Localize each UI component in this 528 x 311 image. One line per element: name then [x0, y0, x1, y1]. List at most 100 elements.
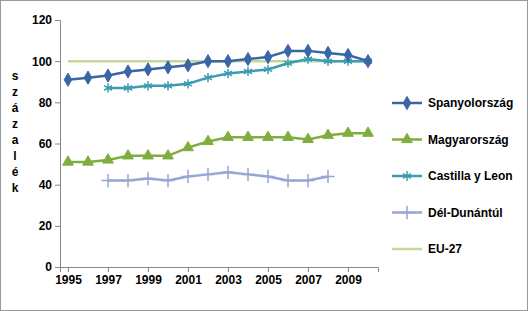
legend-marker — [403, 171, 411, 180]
x-tick: 2001 — [175, 267, 202, 287]
x-tick-label: 2009 — [335, 273, 362, 287]
series-marker — [364, 55, 372, 68]
y-tick-label: 80 — [39, 96, 53, 110]
y-tick: 80 — [39, 96, 60, 110]
y-tick-mark — [55, 20, 60, 21]
y-tick: 100 — [32, 55, 60, 69]
series-marker — [143, 150, 154, 159]
series-line — [108, 59, 368, 88]
legend-label: Dél-Dunántúl — [428, 206, 503, 220]
x-tick-mark — [148, 267, 149, 272]
series-marker — [243, 131, 254, 140]
y-tick-mark — [55, 226, 60, 227]
legend-marker — [400, 206, 413, 219]
legend-swatch — [392, 248, 422, 251]
x-tick-mark — [348, 267, 349, 272]
series-marker — [101, 174, 114, 187]
series-marker — [321, 170, 334, 183]
series-marker — [184, 59, 192, 72]
series-marker — [123, 150, 134, 159]
series-marker — [183, 141, 194, 150]
x-tick: 2005 — [255, 267, 282, 287]
series-marker — [201, 168, 214, 181]
y-axis-line — [55, 21, 61, 268]
x-tick-label: 2003 — [215, 273, 242, 287]
series-marker — [83, 156, 94, 165]
series-marker — [303, 133, 314, 142]
y-tick-mark — [55, 102, 60, 103]
x-tick-mark — [108, 267, 109, 272]
x-tick: 2007 — [295, 267, 322, 287]
x-tick-label: 1997 — [95, 273, 122, 287]
x-tick: 1995 — [55, 267, 82, 287]
plot-area — [63, 44, 374, 187]
series-marker — [223, 131, 234, 140]
series-marker — [141, 172, 154, 185]
y-tick: 120 — [32, 13, 60, 27]
y-tick-label: 0 — [45, 260, 52, 274]
series-marker — [283, 131, 294, 140]
y-tick: 60 — [39, 137, 60, 151]
x-tick-label: 2005 — [255, 273, 282, 287]
series-marker — [363, 127, 374, 136]
y-tick-mark — [55, 185, 60, 186]
series-marker — [323, 129, 334, 138]
x-tick: 2009 — [335, 267, 362, 287]
x-tick-label: 1999 — [135, 273, 162, 287]
y-tick-mark — [55, 144, 60, 145]
y-tick-label: 60 — [39, 137, 53, 151]
x-tick-label: 1995 — [55, 273, 82, 287]
x-tick: 1999 — [135, 267, 162, 287]
legend-label: Spanyolország — [428, 96, 513, 110]
y-tick-label: 120 — [32, 13, 52, 27]
series-marker — [124, 65, 132, 78]
series-marker — [164, 61, 172, 74]
series-marker — [344, 48, 352, 61]
series-marker — [164, 81, 172, 90]
series-line — [68, 51, 368, 80]
series-marker — [144, 63, 152, 76]
series-marker — [144, 81, 152, 90]
y-axis: 0 20 40 60 80 100 120 — [32, 13, 61, 274]
series-marker — [244, 67, 252, 76]
series-marker — [64, 73, 72, 86]
legend-marker — [402, 133, 413, 142]
y-tick-mark — [55, 267, 60, 268]
series-marker — [281, 174, 294, 187]
series-marker — [181, 170, 194, 183]
series-marker — [301, 174, 314, 187]
y-tick-label: 100 — [32, 55, 52, 69]
series-marker — [161, 174, 174, 187]
series-marker — [284, 59, 292, 68]
series-marker — [124, 83, 132, 92]
x-axis-line — [61, 268, 379, 273]
x-tick-mark — [268, 267, 269, 272]
series-marker — [343, 127, 354, 136]
series-marker — [261, 170, 274, 183]
legend-label: Magyarország — [428, 133, 509, 147]
series-marker — [163, 150, 174, 159]
series-marker — [244, 53, 252, 66]
series-marker — [63, 156, 74, 165]
series-marker — [304, 44, 312, 57]
y-tick-mark — [55, 61, 60, 62]
series-marker — [204, 55, 212, 68]
x-axis: 1995 1997 1999 2001 2003 2005 2007 2009 — [55, 267, 378, 287]
legend-marker — [403, 96, 411, 109]
series-marker — [224, 69, 232, 78]
series-marker — [284, 44, 292, 57]
legend-label: EU-27 — [428, 242, 462, 256]
series-line — [108, 172, 328, 180]
x-tick: 1997 — [95, 267, 122, 287]
y-tick: 20 — [39, 219, 60, 233]
y-tick-label: 40 — [39, 178, 53, 192]
legend-label: Castilla y Leon — [428, 169, 513, 183]
y-tick-label: 20 — [39, 219, 53, 233]
series-marker — [264, 65, 272, 74]
series-marker — [121, 174, 134, 187]
x-tick: 2003 — [215, 267, 242, 287]
series-marker — [104, 69, 112, 82]
x-tick-mark — [188, 267, 189, 272]
y-axis-title: százalék — [12, 69, 19, 195]
series-marker — [221, 166, 234, 179]
